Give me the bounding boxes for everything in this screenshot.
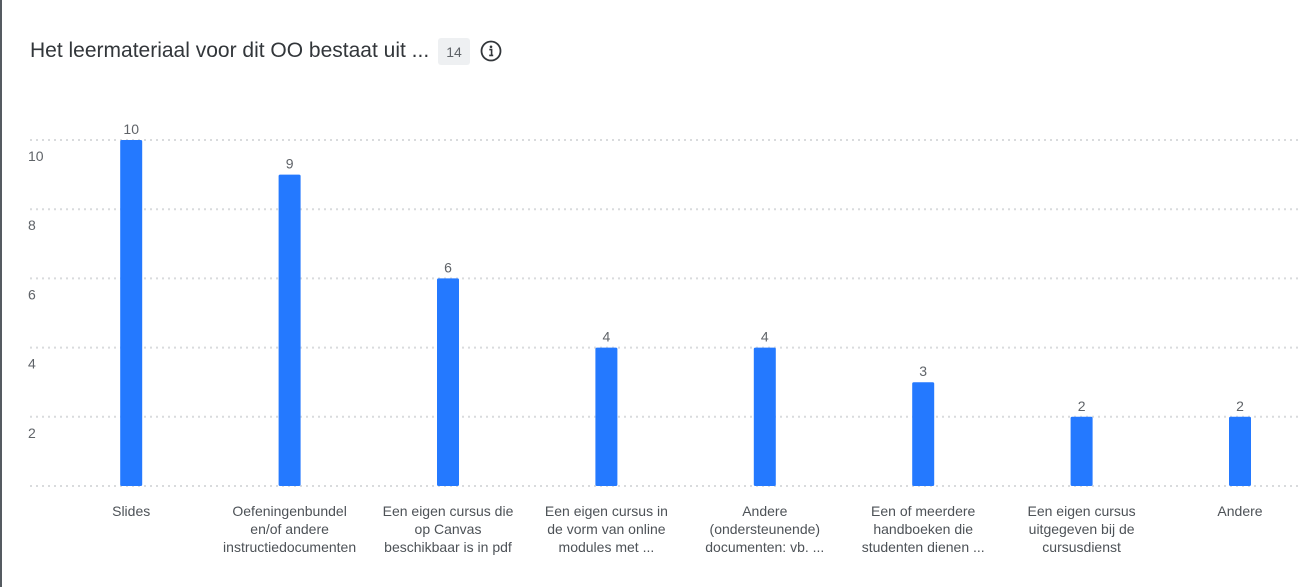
bar-value-label: 4: [761, 329, 769, 345]
x-tick-label-line: documenten: vb. ...: [705, 539, 825, 555]
x-tick-label: Slides: [48, 502, 214, 520]
x-tick-label-line: (ondersteunende): [709, 521, 821, 537]
bar: [1229, 416, 1251, 486]
x-tick-label: Andere: [1157, 502, 1299, 520]
x-tick-label-line: Een eigen cursus die: [382, 503, 514, 519]
bar-value-label: 2: [1078, 398, 1086, 414]
bar-value-label: 6: [444, 259, 452, 275]
x-tick-label: Een eigen cursus in de vorm van online mod…: [523, 502, 689, 556]
bar-value-label: 9: [286, 156, 294, 172]
y-tick-label: 6: [28, 286, 36, 302]
x-tick-label: Een of meerdere handboeken die studenten d…: [840, 502, 1006, 556]
x-tick-label-line: Oefeningenbundel: [232, 503, 347, 519]
x-tick-label-line: cursusdienst: [1042, 539, 1121, 555]
y-tick-label: 8: [28, 217, 36, 233]
bar-value-label: 3: [919, 363, 927, 379]
y-tick-label: 10: [28, 148, 44, 164]
bar: [912, 382, 935, 486]
y-tick-label: 2: [28, 425, 36, 441]
x-tick-label-line: modules met ...: [558, 539, 655, 555]
bar: [437, 278, 459, 486]
bar: [595, 347, 618, 486]
x-tick-label-line: beschikbaar is in pdf: [384, 539, 512, 555]
x-tick-label: Een eigen cursus uitgegeven bij de cursusd…: [999, 502, 1165, 556]
x-tick-label-line: uitgegeven bij de: [1028, 521, 1135, 537]
x-tick-label-line: Een eigen cursus in: [544, 503, 668, 519]
x-tick-label-line: Andere: [742, 503, 788, 519]
bar: [753, 347, 776, 486]
x-tick-label-line: de vorm van online: [547, 521, 666, 537]
info-circle-icon[interactable]: [480, 40, 502, 62]
bar: [1070, 416, 1093, 486]
x-tick-label-line: op Canvas: [414, 521, 482, 537]
response-count-badge: 14: [438, 37, 470, 65]
bar: [120, 140, 143, 486]
x-tick-label-line: instructiedocumenten: [223, 539, 357, 555]
x-tick-label-line: Slides: [112, 503, 151, 519]
bar: [278, 174, 301, 486]
bar-value-label: 4: [603, 329, 611, 345]
x-tick-label: Andere (ondersteunende) documenten: vb. ..…: [682, 502, 848, 556]
x-tick-label: Oefeningenbundel en/of andere instructiedo…: [207, 502, 373, 556]
x-tick-label: Een eigen cursus die op Canvas beschikbaar…: [365, 502, 531, 556]
y-tick-label: 4: [28, 356, 36, 372]
x-tick-label-line: Andere: [1217, 503, 1263, 519]
x-tick-label-line: Een of meerdere: [871, 503, 976, 519]
x-tick-label-line: en/of andere: [250, 521, 329, 537]
chart-title: Het leermateriaal voor dit OO bestaat ui…: [30, 39, 430, 62]
bar-value-label: 10: [123, 121, 139, 137]
panel-left-border: [0, 0, 2, 587]
chart-header: Het leermateriaal voor dit OO bestaat ui…: [30, 36, 502, 66]
x-tick-label-line: Een eigen cursus: [1027, 503, 1136, 519]
bar-value-label: 2: [1236, 398, 1244, 414]
x-tick-label-line: studenten dienen ...: [861, 539, 985, 555]
x-tick-label-line: handboeken die: [873, 521, 974, 537]
